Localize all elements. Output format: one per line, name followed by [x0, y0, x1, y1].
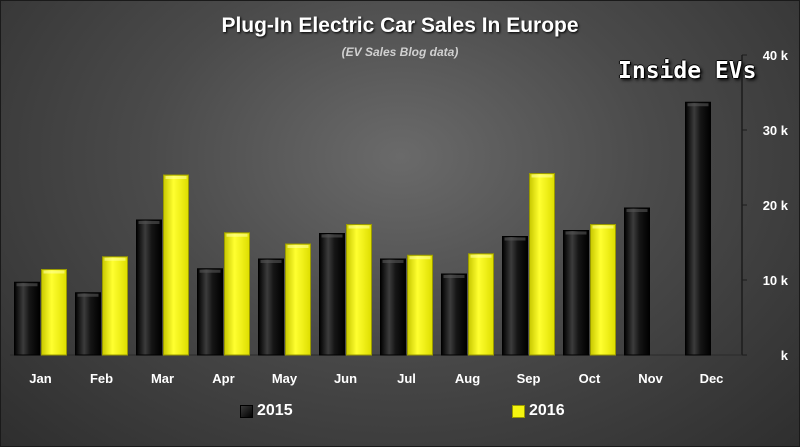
bar-bevel	[287, 245, 309, 248]
chart-subtitle: (EV Sales Blog data)	[341, 45, 459, 59]
bar-2016-may	[285, 243, 311, 356]
bar-bevel	[165, 176, 187, 179]
bar-2016-jun	[346, 224, 372, 356]
bar-bevel	[199, 269, 221, 273]
bar-bevel	[16, 283, 38, 287]
bar-bevel	[321, 234, 343, 238]
bar-bevel	[104, 257, 126, 261]
x-tick-label: May	[272, 371, 298, 386]
bar-2016-mar	[163, 174, 189, 356]
bar-bevel	[470, 254, 492, 258]
bar-bevel	[687, 103, 709, 107]
x-tick-label: Jul	[397, 371, 416, 386]
x-tick-label: Sep	[517, 371, 541, 386]
legend-item-2016: 2016	[512, 402, 565, 420]
x-tick-label: Oct	[579, 371, 601, 386]
bar-2016-jul	[407, 254, 433, 356]
bar-bevel	[504, 237, 526, 241]
bar-2015-aug	[441, 273, 467, 356]
legend: 2015 2016	[0, 402, 800, 424]
chart-title: Plug-In Electric Car Sales In Europe	[221, 14, 579, 37]
bar-2015-jun	[319, 233, 345, 356]
y-tick-label: k	[781, 348, 789, 363]
bar-bevel	[443, 275, 465, 278]
x-tick-label: Nov	[638, 371, 663, 386]
bar-bevel	[138, 221, 160, 224]
bar-2016-apr	[224, 232, 250, 356]
bar-bevel	[626, 209, 648, 212]
x-tick-label: Jan	[29, 371, 51, 386]
bar-2015-dec	[685, 101, 711, 356]
bar-2015-jul	[380, 258, 406, 356]
bar-2016-oct	[590, 224, 616, 356]
bar-2015-may	[258, 258, 284, 356]
bar-2016-jan	[41, 269, 67, 356]
bar-bevel	[43, 270, 65, 274]
y-tick-label: 30 k	[763, 123, 789, 138]
bar-2015-mar	[136, 219, 162, 356]
bar-bevel	[260, 260, 282, 263]
bar-2015-nov	[624, 207, 650, 356]
x-tick-label: Feb	[90, 371, 113, 386]
bar-2015-oct	[563, 230, 589, 356]
x-tick-label: Mar	[151, 371, 174, 386]
legend-label-2016: 2016	[529, 402, 565, 419]
bar-2015-apr	[197, 268, 223, 356]
y-tick-label: 40 k	[763, 48, 789, 63]
bar-bevel	[531, 174, 553, 178]
bar-bevel	[565, 231, 587, 235]
bar-bevel	[382, 260, 404, 263]
legend-item-2015: 2015	[240, 402, 293, 420]
x-tick-label: Dec	[700, 371, 724, 386]
bar-2016-sep	[529, 173, 555, 356]
bar-2016-feb	[102, 256, 128, 356]
bar-2016-aug	[468, 253, 494, 356]
x-tick-label: Apr	[212, 371, 234, 386]
y-tick-label: 10 k	[763, 273, 789, 288]
legend-label-2015: 2015	[257, 402, 293, 419]
bar-2015-sep	[502, 236, 528, 356]
x-tick-label: Aug	[455, 371, 480, 386]
bar-bevel	[409, 256, 431, 260]
bar-bevel	[77, 293, 99, 297]
bar-2015-jan	[14, 281, 40, 356]
legend-swatch-2016	[512, 404, 525, 418]
bar-bevel	[592, 225, 614, 229]
bar-bevel	[348, 225, 370, 229]
y-tick-label: 20 k	[763, 198, 789, 213]
x-tick-label: Jun	[334, 371, 357, 386]
bar-bevel	[226, 233, 248, 237]
bar-2015-feb	[75, 292, 101, 356]
inside-evs-logo: Inside EVs	[618, 58, 757, 84]
legend-swatch-2015	[240, 404, 253, 418]
